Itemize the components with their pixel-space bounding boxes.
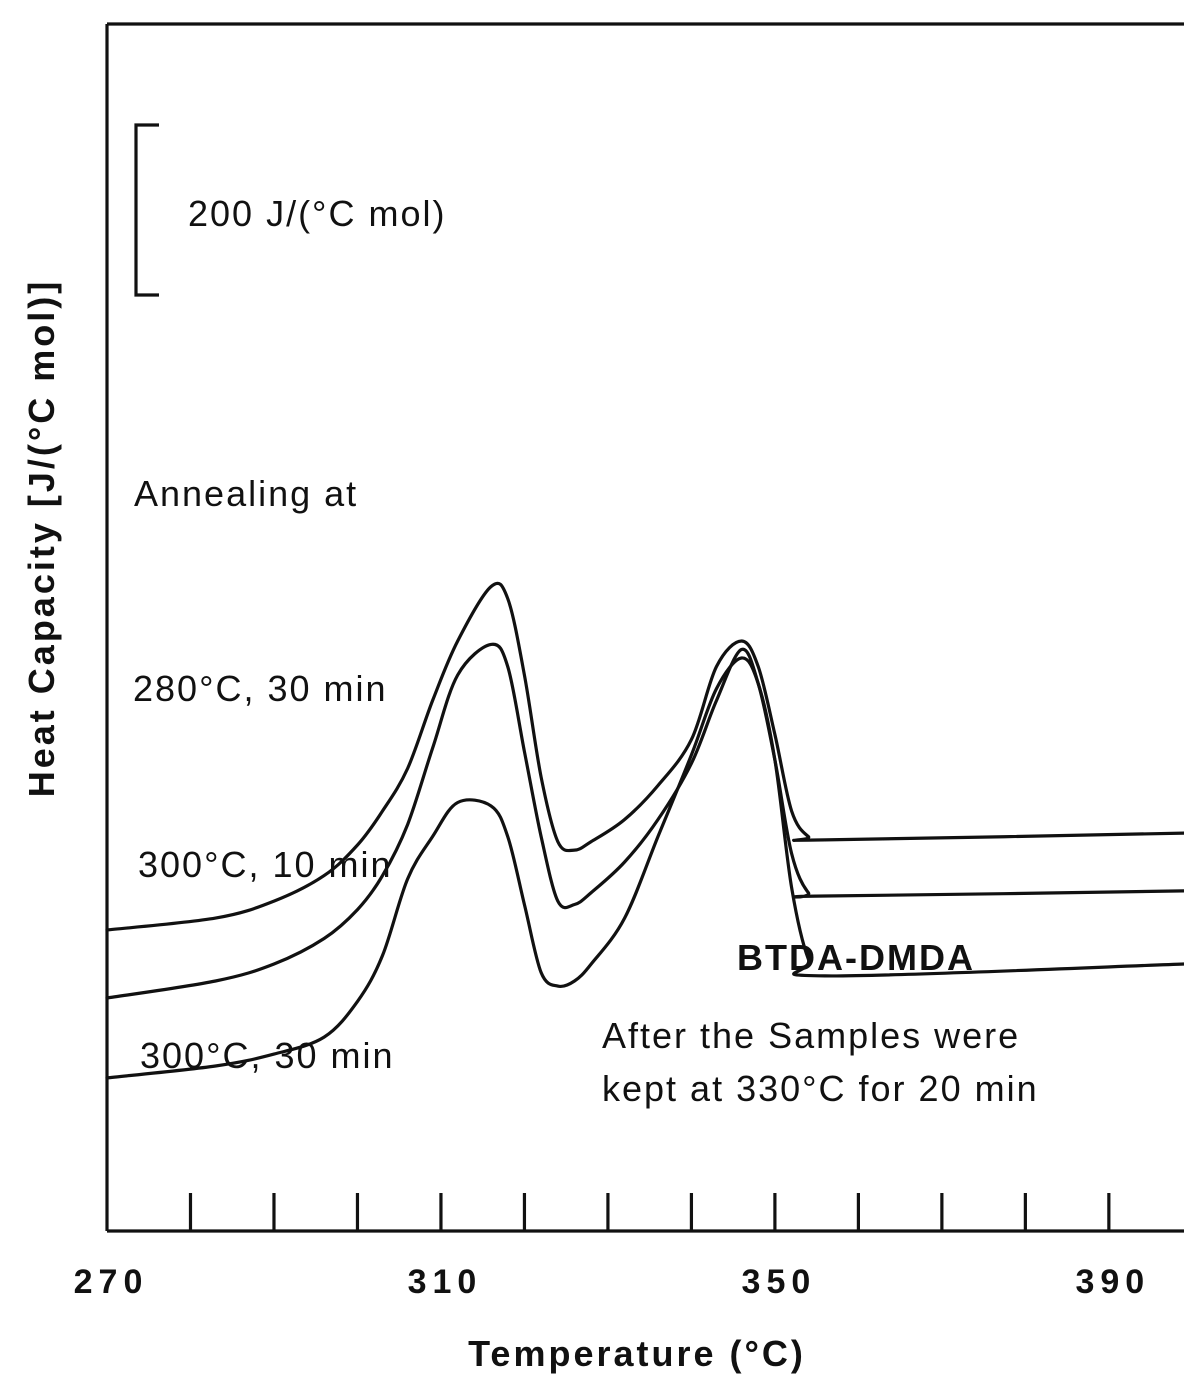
condition-annotation-line1: After the Samples were (602, 1015, 1020, 1056)
x-tick-label-310: 310 (408, 1263, 483, 1301)
series-label-2: 300°C, 10 min (138, 844, 393, 885)
scale-bar (134, 123, 159, 297)
series-line-2 (105, 642, 1184, 1000)
series-line-3 (105, 656, 1184, 1080)
scale-bar-label: 200 J/(°C mol) (188, 193, 446, 234)
y-axis-title: Heat Capacity [J/(°C mol)] (21, 279, 62, 797)
sample-name-annotation: BTDA-DMDA (737, 937, 975, 978)
series-curves (105, 581, 1184, 1080)
condition-annotation-line2: kept at 330°C for 20 min (602, 1068, 1039, 1109)
x-axis-ticks (188, 1193, 1111, 1231)
series-label-1: 280°C, 30 min (133, 668, 388, 709)
x-tick-label-390: 390 (1075, 1263, 1150, 1301)
x-axis-title: Temperature (°C) (468, 1333, 806, 1374)
legend-heading: Annealing at (134, 473, 358, 514)
x-tick-label-350: 350 (742, 1263, 817, 1301)
x-tick-label-270: 270 (74, 1263, 149, 1301)
series-line-1 (105, 581, 1184, 932)
series-label-3: 300°C, 30 min (140, 1035, 395, 1076)
x-axis-tick-labels: 270 310 350 390 (74, 1263, 1150, 1301)
